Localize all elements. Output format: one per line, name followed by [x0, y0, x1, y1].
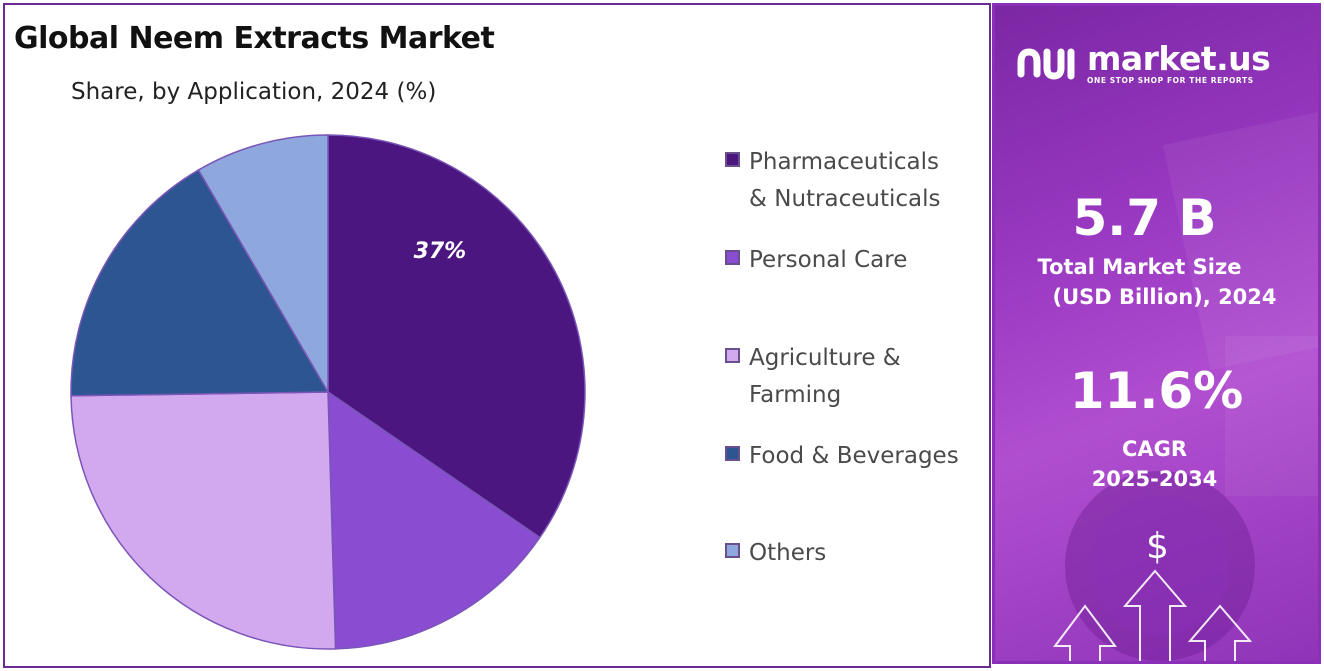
- stats-sidebar: market.us ONE STOP SHOP FOR THE REPORTS …: [992, 3, 1321, 664]
- pie-slice-others: [197, 134, 329, 395]
- legend-swatch: [725, 446, 740, 461]
- legend-item-others: Others: [725, 535, 984, 572]
- brand-logo: market.us ONE STOP SHOP FOR THE REPORTS: [1015, 39, 1271, 85]
- legend-label: Personal Care: [749, 247, 908, 273]
- legend-item-food-beverages: Food & Beverages: [725, 438, 984, 475]
- market-size-label-line2: (USD Billion), 2024: [1052, 285, 1277, 309]
- pie-slice-food-beverages: [70, 169, 330, 397]
- legend-item-pharmaceuticals: Pharmaceuticals & Nutraceuticals: [725, 144, 984, 218]
- legend-item-agriculture: Agriculture & Farming: [725, 340, 984, 414]
- legend-label: Others: [749, 540, 827, 566]
- legend-swatch: [725, 152, 740, 167]
- pie-data-label: 37%: [414, 239, 467, 264]
- legend-swatch: [725, 348, 740, 363]
- market-size-value: 5.7 B: [1072, 189, 1217, 247]
- arrow-up-icon: [1122, 569, 1188, 661]
- arrow-up-icon: [1187, 604, 1253, 661]
- chart-title: Global Neem Extracts Market: [14, 21, 495, 56]
- background-decoration: [1053, 111, 1318, 661]
- pie-slice-agriculture-farming: [70, 391, 337, 650]
- market-size-label-line1: Total Market Size: [1037, 255, 1242, 279]
- legend-swatch: [725, 543, 740, 558]
- market-us-logo-icon: [1017, 47, 1075, 80]
- dollar-icon: $: [1146, 526, 1169, 567]
- legend-label: Food & Beverages: [749, 443, 959, 469]
- brand-name: market.us: [1087, 39, 1271, 78]
- brand-tagline: ONE STOP SHOP FOR THE REPORTS: [1087, 76, 1254, 85]
- chart-subtitle: Share, by Application, 2024 (%): [71, 79, 437, 105]
- arrow-up-icon: [1053, 604, 1117, 661]
- legend-label: Pharmaceuticals & Nutraceuticals: [749, 149, 941, 212]
- chart-panel: Global Neem Extracts Market Share, by Ap…: [3, 3, 991, 668]
- pie-slice-personal-care: [327, 390, 541, 650]
- cagr-label-line2: 2025-2034: [1091, 467, 1218, 491]
- legend-label: Agriculture & Farming: [749, 345, 901, 408]
- cagr-value: 11.6%: [1069, 362, 1244, 420]
- pie-slice-pharmaceuticals-nutraceuticals: [327, 134, 586, 539]
- pie-chart: 37%: [70, 134, 586, 650]
- legend-swatch: [725, 250, 740, 265]
- legend-item-personal-care: Personal Care: [725, 242, 984, 279]
- cagr-label-line1: CAGR: [1121, 437, 1188, 461]
